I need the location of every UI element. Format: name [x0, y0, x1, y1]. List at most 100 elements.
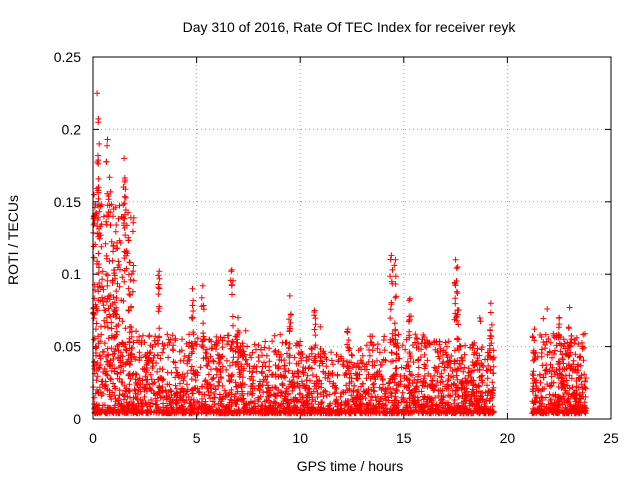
data-point	[148, 376, 155, 383]
data-point	[322, 387, 328, 394]
x-tick-label: 15	[396, 430, 412, 446]
data-point	[287, 319, 294, 326]
data-point	[440, 359, 447, 366]
data-point	[356, 396, 362, 403]
data-point	[478, 346, 485, 353]
data-point	[374, 357, 380, 364]
data-point	[122, 186, 129, 193]
data-point	[346, 410, 353, 417]
data-point	[94, 230, 101, 237]
data-point	[542, 331, 549, 338]
data-point	[273, 351, 280, 358]
data-point	[437, 410, 444, 416]
data-point	[276, 403, 283, 410]
data-point	[106, 362, 113, 369]
data-point	[406, 328, 413, 335]
data-point	[255, 394, 262, 401]
data-point	[431, 338, 438, 345]
data-point	[111, 267, 118, 273]
data-point	[225, 372, 232, 379]
data-point	[282, 339, 289, 346]
data-point	[544, 306, 551, 312]
data-point	[354, 375, 361, 382]
data-point	[349, 363, 356, 370]
data-point	[307, 377, 313, 384]
data-point	[565, 410, 572, 417]
data-point	[207, 353, 214, 360]
data-point	[406, 368, 413, 375]
data-point	[561, 340, 568, 347]
data-point	[309, 372, 316, 378]
data-point	[177, 389, 184, 396]
data-point	[156, 275, 163, 282]
data-point	[275, 365, 281, 372]
data-point	[533, 377, 540, 384]
data-point	[486, 342, 493, 349]
data-point	[95, 269, 102, 276]
data-point	[455, 404, 462, 411]
data-point	[422, 402, 429, 409]
data-point	[557, 366, 563, 373]
data-point	[362, 408, 369, 415]
data-point	[291, 383, 298, 390]
data-point	[440, 393, 447, 400]
data-point	[541, 403, 547, 410]
data-point	[129, 288, 136, 295]
data-point	[270, 371, 277, 378]
data-point	[125, 285, 132, 292]
data-point	[266, 345, 273, 352]
data-point	[256, 387, 263, 394]
data-point	[435, 363, 442, 370]
data-point	[415, 356, 422, 363]
data-point	[529, 410, 536, 417]
data-point	[409, 342, 416, 349]
data-point	[115, 347, 122, 354]
data-point	[322, 374, 329, 381]
data-point	[136, 375, 143, 382]
data-point	[333, 386, 340, 392]
data-point	[156, 408, 163, 415]
data-point	[165, 354, 172, 361]
data-point	[266, 358, 273, 365]
data-point	[244, 343, 251, 350]
data-point	[371, 362, 378, 369]
data-point	[348, 351, 355, 358]
data-point	[125, 271, 132, 278]
data-point	[433, 407, 440, 414]
data-point	[170, 406, 177, 412]
data-point	[534, 395, 540, 402]
data-point	[186, 331, 193, 338]
data-point	[445, 406, 452, 413]
data-point	[209, 398, 216, 405]
data-point	[96, 280, 103, 286]
data-point	[574, 363, 581, 370]
data-point	[299, 368, 306, 375]
data-point	[295, 350, 302, 357]
data-point	[250, 404, 257, 411]
data-point	[337, 393, 344, 400]
data-point	[417, 378, 424, 385]
data-point	[556, 314, 563, 321]
data-point	[489, 355, 496, 362]
data-point	[173, 385, 180, 392]
data-point	[365, 371, 372, 378]
data-point	[172, 391, 178, 398]
data-point	[532, 394, 539, 401]
data-point	[152, 395, 159, 402]
data-point	[286, 292, 293, 299]
data-point	[133, 328, 140, 335]
data-point	[155, 291, 162, 298]
data-point	[418, 346, 425, 353]
data-point	[156, 303, 163, 310]
data-point	[569, 384, 576, 391]
data-point	[216, 359, 223, 366]
data-point	[413, 384, 420, 391]
data-point	[317, 323, 324, 330]
data-point	[469, 368, 475, 375]
data-point	[370, 381, 376, 388]
data-point	[107, 209, 114, 216]
data-point	[188, 340, 195, 347]
data-point	[147, 403, 154, 410]
data-point	[469, 345, 476, 352]
data-point	[108, 238, 115, 245]
